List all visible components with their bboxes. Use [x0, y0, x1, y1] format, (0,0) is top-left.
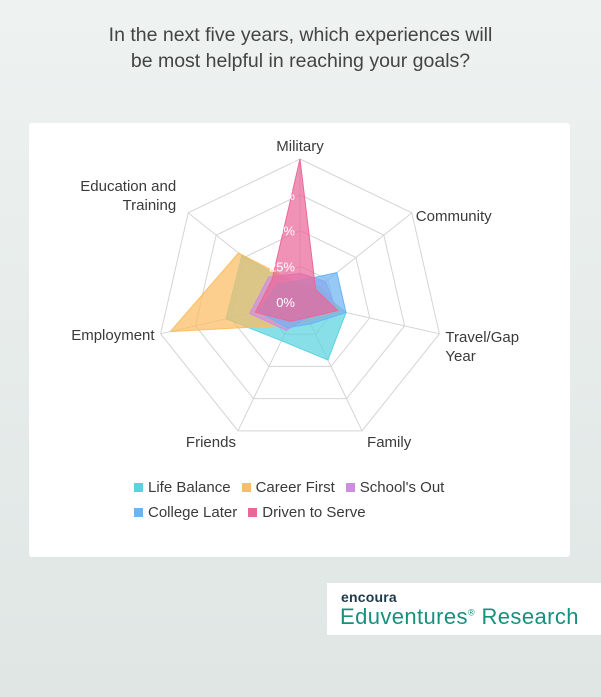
legend-label-life-balance: Life Balance: [148, 479, 231, 496]
chart-legend: Life Balance Career First School's Out C…: [134, 475, 534, 525]
brand-encoura-wordmark: encoura: [341, 589, 397, 605]
legend-swatch-life-balance: [134, 483, 143, 492]
radar-tick-labels: 0% 25% 50% 75% 100%: [262, 152, 296, 310]
axis-label-line: Military: [276, 138, 324, 155]
axis-label-employment: Employment: [71, 327, 155, 344]
legend-label-college-later: College Later: [148, 504, 238, 521]
legend-item-college-later[interactable]: College Later: [134, 504, 237, 521]
legend-item-career-first[interactable]: Career First: [241, 479, 335, 496]
chart-card: 0% 25% 50% 75% 100% Military Community Travel/…: [29, 123, 570, 557]
brand-research: Research: [474, 604, 579, 629]
brand-eduventures-wordmark: Eduventures® Research: [340, 604, 579, 630]
chart-title-line-2: be most helpful in reaching your goals?: [130, 50, 471, 72]
axis-label-line: Community: [416, 208, 492, 225]
radar-series-layer: [169, 158, 347, 361]
axis-label-line: Family: [367, 434, 412, 451]
brand-eduventures: Eduventures: [340, 604, 468, 629]
legend-swatch-college-later: [134, 508, 143, 517]
axis-label-line: Training: [123, 197, 177, 214]
tick-label-50: 50%: [269, 224, 295, 239]
axis-label-family: Family: [367, 434, 412, 451]
axis-label-line: Travel/Gap: [445, 329, 519, 346]
legend-row-1: Life Balance Career First School's Out: [134, 475, 534, 500]
axis-label-community: Community: [416, 208, 492, 225]
radar-chart: 0% 25% 50% 75% 100% Military Community Travel/…: [71, 138, 519, 451]
chart-title-line-1: In the next five years, which experience…: [108, 24, 493, 46]
axis-label-education-and-training: Education and Training: [80, 178, 176, 214]
tick-label-0: 0%: [276, 295, 295, 310]
legend-label-driven-to-serve: Driven to Serve: [262, 504, 366, 521]
legend-row-2: College Later Driven to Serve: [134, 500, 534, 525]
tick-label-75: 75%: [269, 188, 295, 203]
legend-label-career-first: Career First: [255, 479, 335, 496]
axis-label-line: Friends: [186, 434, 236, 451]
grid-ring-4: [160, 158, 440, 432]
chart-title: In the next five years, which experience…: [0, 22, 601, 74]
radar-axis-labels: Military Community Travel/Gap Year Family Fri…: [71, 138, 519, 451]
brand-registered-mark: ®: [467, 607, 475, 618]
series-driven-to-serve: [254, 158, 339, 322]
legend-item-driven-to-serve[interactable]: Driven to Serve: [248, 504, 366, 521]
axis-label-travel-gap-year: Travel/Gap Year: [445, 329, 519, 365]
axis-label-military: Military: [276, 138, 324, 155]
brand-logo: encoura Eduventures® Research: [327, 583, 601, 635]
axis-label-line: Education and: [80, 178, 176, 195]
tick-label-25: 25%: [269, 259, 295, 274]
tick-label-100: 100%: [262, 152, 296, 167]
axis-label-friends: Friends: [186, 434, 236, 451]
axis-label-line: Employment: [71, 327, 155, 344]
legend-item-life-balance[interactable]: Life Balance: [134, 479, 231, 496]
legend-label-schools-out: School's Out: [359, 479, 445, 496]
grid-ring-3: [194, 194, 406, 400]
axis-label-line: Year: [445, 348, 475, 365]
legend-item-schools-out[interactable]: School's Out: [345, 479, 445, 496]
legend-swatch-career-first: [241, 483, 251, 492]
legend-swatch-schools-out: [345, 483, 355, 492]
legend-swatch-driven-to-serve: [248, 508, 258, 517]
